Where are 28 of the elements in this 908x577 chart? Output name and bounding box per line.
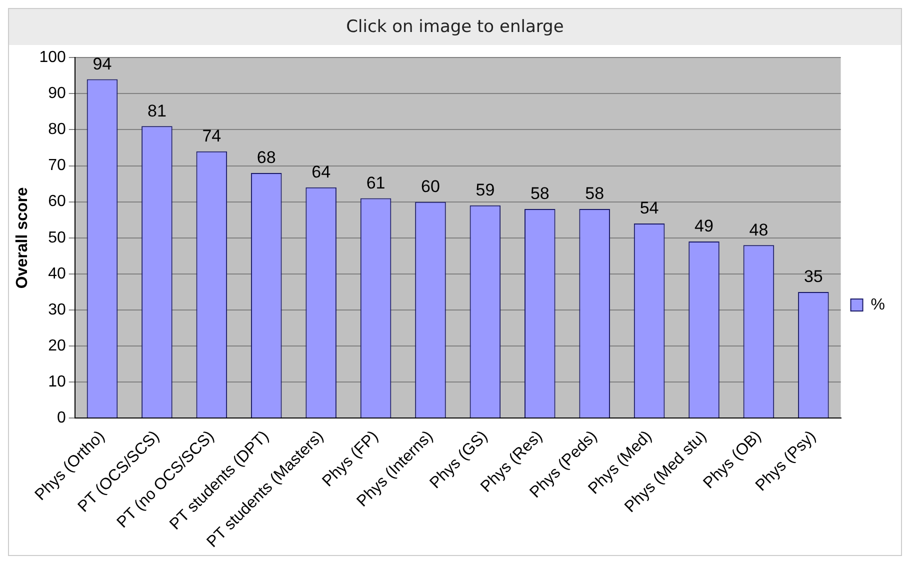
data-label: 59: [476, 180, 495, 200]
data-label: 48: [749, 220, 768, 240]
y-axis-title: Overall score: [14, 187, 32, 289]
data-label: 58: [585, 184, 604, 204]
data-label: 35: [804, 267, 823, 286]
data-label: 61: [366, 173, 386, 192]
y-tick-label: 40: [48, 265, 66, 282]
y-tick-label: 90: [48, 85, 66, 102]
chart-title: Click on image to enlarge: [9, 9, 901, 45]
data-label: 74: [202, 126, 222, 146]
data-label: 58: [530, 184, 550, 204]
data-label: 60: [421, 177, 440, 196]
y-tick-label: 30: [48, 301, 66, 318]
y-tick-label: 60: [48, 193, 66, 210]
y-tick-label: 50: [48, 229, 66, 246]
y-tick-label: 0: [56, 410, 66, 427]
y-tick-label: 10: [48, 373, 66, 390]
y-tick-label: 80: [48, 121, 66, 138]
data-label: 68: [256, 148, 276, 168]
data-label: 54: [640, 198, 659, 218]
data-label: 49: [694, 216, 714, 236]
y-tick-label: 70: [48, 157, 66, 174]
data-label: 81: [147, 101, 166, 120]
data-label: 94: [92, 54, 112, 74]
data-label: 64: [312, 162, 331, 182]
y-tick-label: 20: [48, 337, 66, 354]
legend-label: %: [870, 296, 886, 314]
y-tick-label: 100: [39, 49, 66, 66]
